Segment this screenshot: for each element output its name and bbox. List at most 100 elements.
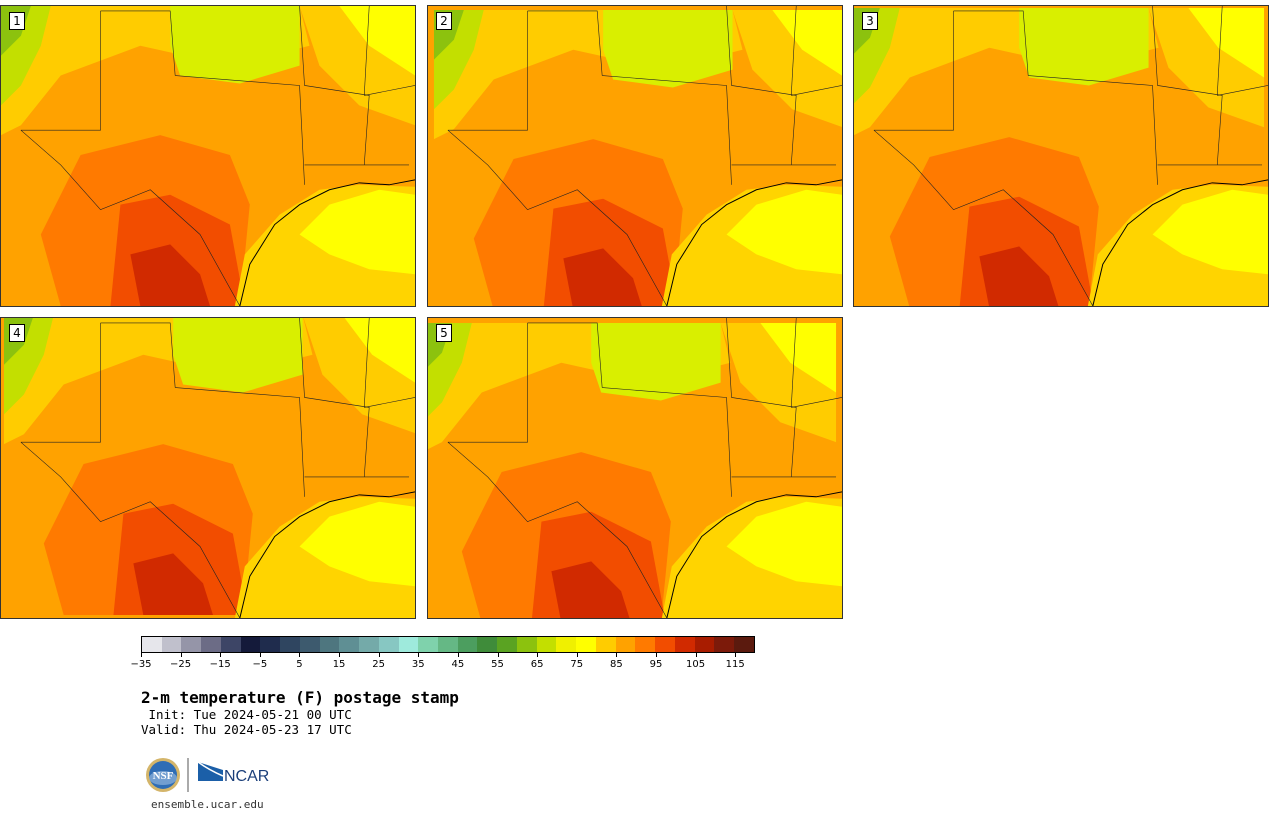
gulf-band-75 (726, 189, 842, 275)
colorbar-tick-label: 75 (570, 659, 584, 670)
colorbar-tick-mark (220, 653, 222, 657)
colorbar-segment (438, 637, 458, 652)
coastline (666, 179, 842, 306)
colorbar-tick-mark (497, 653, 499, 657)
temp-band-75-east (344, 318, 415, 383)
temp-band-100 (979, 246, 1059, 306)
colorbar-tick-mark (655, 653, 657, 657)
coastline (239, 491, 415, 618)
logos: NSF NCAR (143, 756, 283, 796)
state-border (100, 10, 176, 76)
colorbar-segment (280, 637, 300, 652)
colorbar-tick-label: 55 (491, 659, 504, 670)
colorbar-tick-label: 95 (649, 659, 663, 670)
colorbar-segment (694, 637, 715, 652)
temperature-map (854, 6, 1268, 306)
state-border (100, 322, 176, 388)
state-border (953, 10, 1029, 76)
state-border (299, 318, 370, 477)
colorbar-tick-mark (735, 653, 737, 657)
colorbar-segment (378, 637, 399, 652)
state-border (20, 322, 101, 443)
colorbar-segment (457, 637, 478, 652)
temp-band-70 (1019, 7, 1149, 86)
temperature-colorbar (141, 636, 755, 653)
state-border (791, 397, 842, 408)
colorbar-segment (398, 637, 419, 652)
gulf-band-75 (299, 501, 415, 587)
state-border (447, 322, 528, 443)
temp-band-75-east (339, 6, 415, 76)
colorbar-segment (734, 637, 754, 652)
state-border (1028, 75, 1158, 185)
colorbar-tick-label: 15 (332, 659, 346, 670)
colorbar-tick-label: −15 (209, 659, 231, 670)
colorbar-tick-mark (259, 653, 261, 657)
colorbar-segment (477, 637, 498, 652)
temp-band-70 (170, 6, 300, 84)
state-border (1152, 6, 1223, 165)
temp-band-75-east (1188, 7, 1265, 78)
state-border (363, 318, 370, 408)
ncar-logo-text: NCAR (224, 768, 269, 785)
colorbar-ticks: −35 −25 −15 −5 5 15 25 35 45 55 65 75 85 95 105 115 (130, 653, 755, 673)
coastline (666, 491, 842, 618)
state-border (873, 129, 1094, 306)
colorbar-segment (714, 637, 735, 652)
state-border (873, 10, 954, 131)
temp-band-100 (563, 248, 642, 306)
temp-band-70 (173, 318, 303, 393)
state-border (20, 441, 241, 618)
temp-band-70 (591, 322, 721, 401)
init-time: Init: Tue 2024-05-21 00 UTC (141, 707, 352, 722)
forecast-map-member-3: 3 (853, 5, 1269, 307)
colorbar-tick-label: −25 (170, 659, 192, 670)
colorbar-tick-mark (299, 653, 301, 657)
forecast-map-member-2: 2 (427, 5, 843, 307)
colorbar-segment (536, 637, 557, 652)
colorbar-tick-label: 115 (725, 659, 745, 670)
colorbar-tick-label: 105 (686, 659, 706, 670)
colorbar-tick-mark (616, 653, 618, 657)
coastline (1092, 179, 1268, 306)
valid-time: Valid: Thu 2024-05-23 17 UTC (141, 722, 352, 737)
colorbar-segment (299, 637, 320, 652)
colorbar-tick-mark (457, 653, 459, 657)
state-border (602, 75, 732, 185)
colorbar-tick-mark (339, 653, 341, 657)
colorbar-segment (516, 637, 537, 652)
colorbar-segment (595, 637, 616, 652)
colorbar-tick-mark (576, 653, 578, 657)
forecast-map-member-4: 4 (0, 317, 416, 619)
colorbar-tick-mark (537, 653, 539, 657)
colorbar-segment (359, 637, 379, 652)
colorbar-segment (418, 637, 439, 652)
colorbar-tick-label: 85 (609, 659, 623, 670)
temperature-map (1, 318, 415, 618)
gulf-band-75 (299, 189, 415, 275)
chart-title: 2-m temperature (F) postage stamp (141, 688, 459, 707)
gulf-band-75 (1152, 189, 1268, 275)
forecast-map-member-5: 5 (427, 317, 843, 619)
colorbar-segment (576, 637, 596, 652)
state-border (175, 387, 305, 497)
colorbar-segment (319, 637, 340, 652)
temperature-map (428, 318, 842, 618)
colorbar-tick-label: 35 (411, 659, 425, 670)
gulf-band-75 (726, 501, 842, 587)
state-border (20, 129, 241, 306)
state-border (363, 6, 370, 96)
colorbar-segment (142, 637, 162, 652)
state-border (364, 85, 415, 96)
state-border (602, 387, 732, 497)
member-label: 1 (9, 12, 25, 30)
temp-band-75-east (772, 9, 842, 76)
colorbar-segment (161, 637, 182, 652)
state-border (527, 10, 603, 76)
state-border (726, 318, 797, 477)
colorbar-segment (260, 637, 281, 652)
member-label: 2 (436, 12, 452, 30)
colorbar-tick-label: 25 (372, 659, 386, 670)
state-border (527, 322, 603, 388)
colorbar-tick-label: 45 (451, 659, 465, 670)
